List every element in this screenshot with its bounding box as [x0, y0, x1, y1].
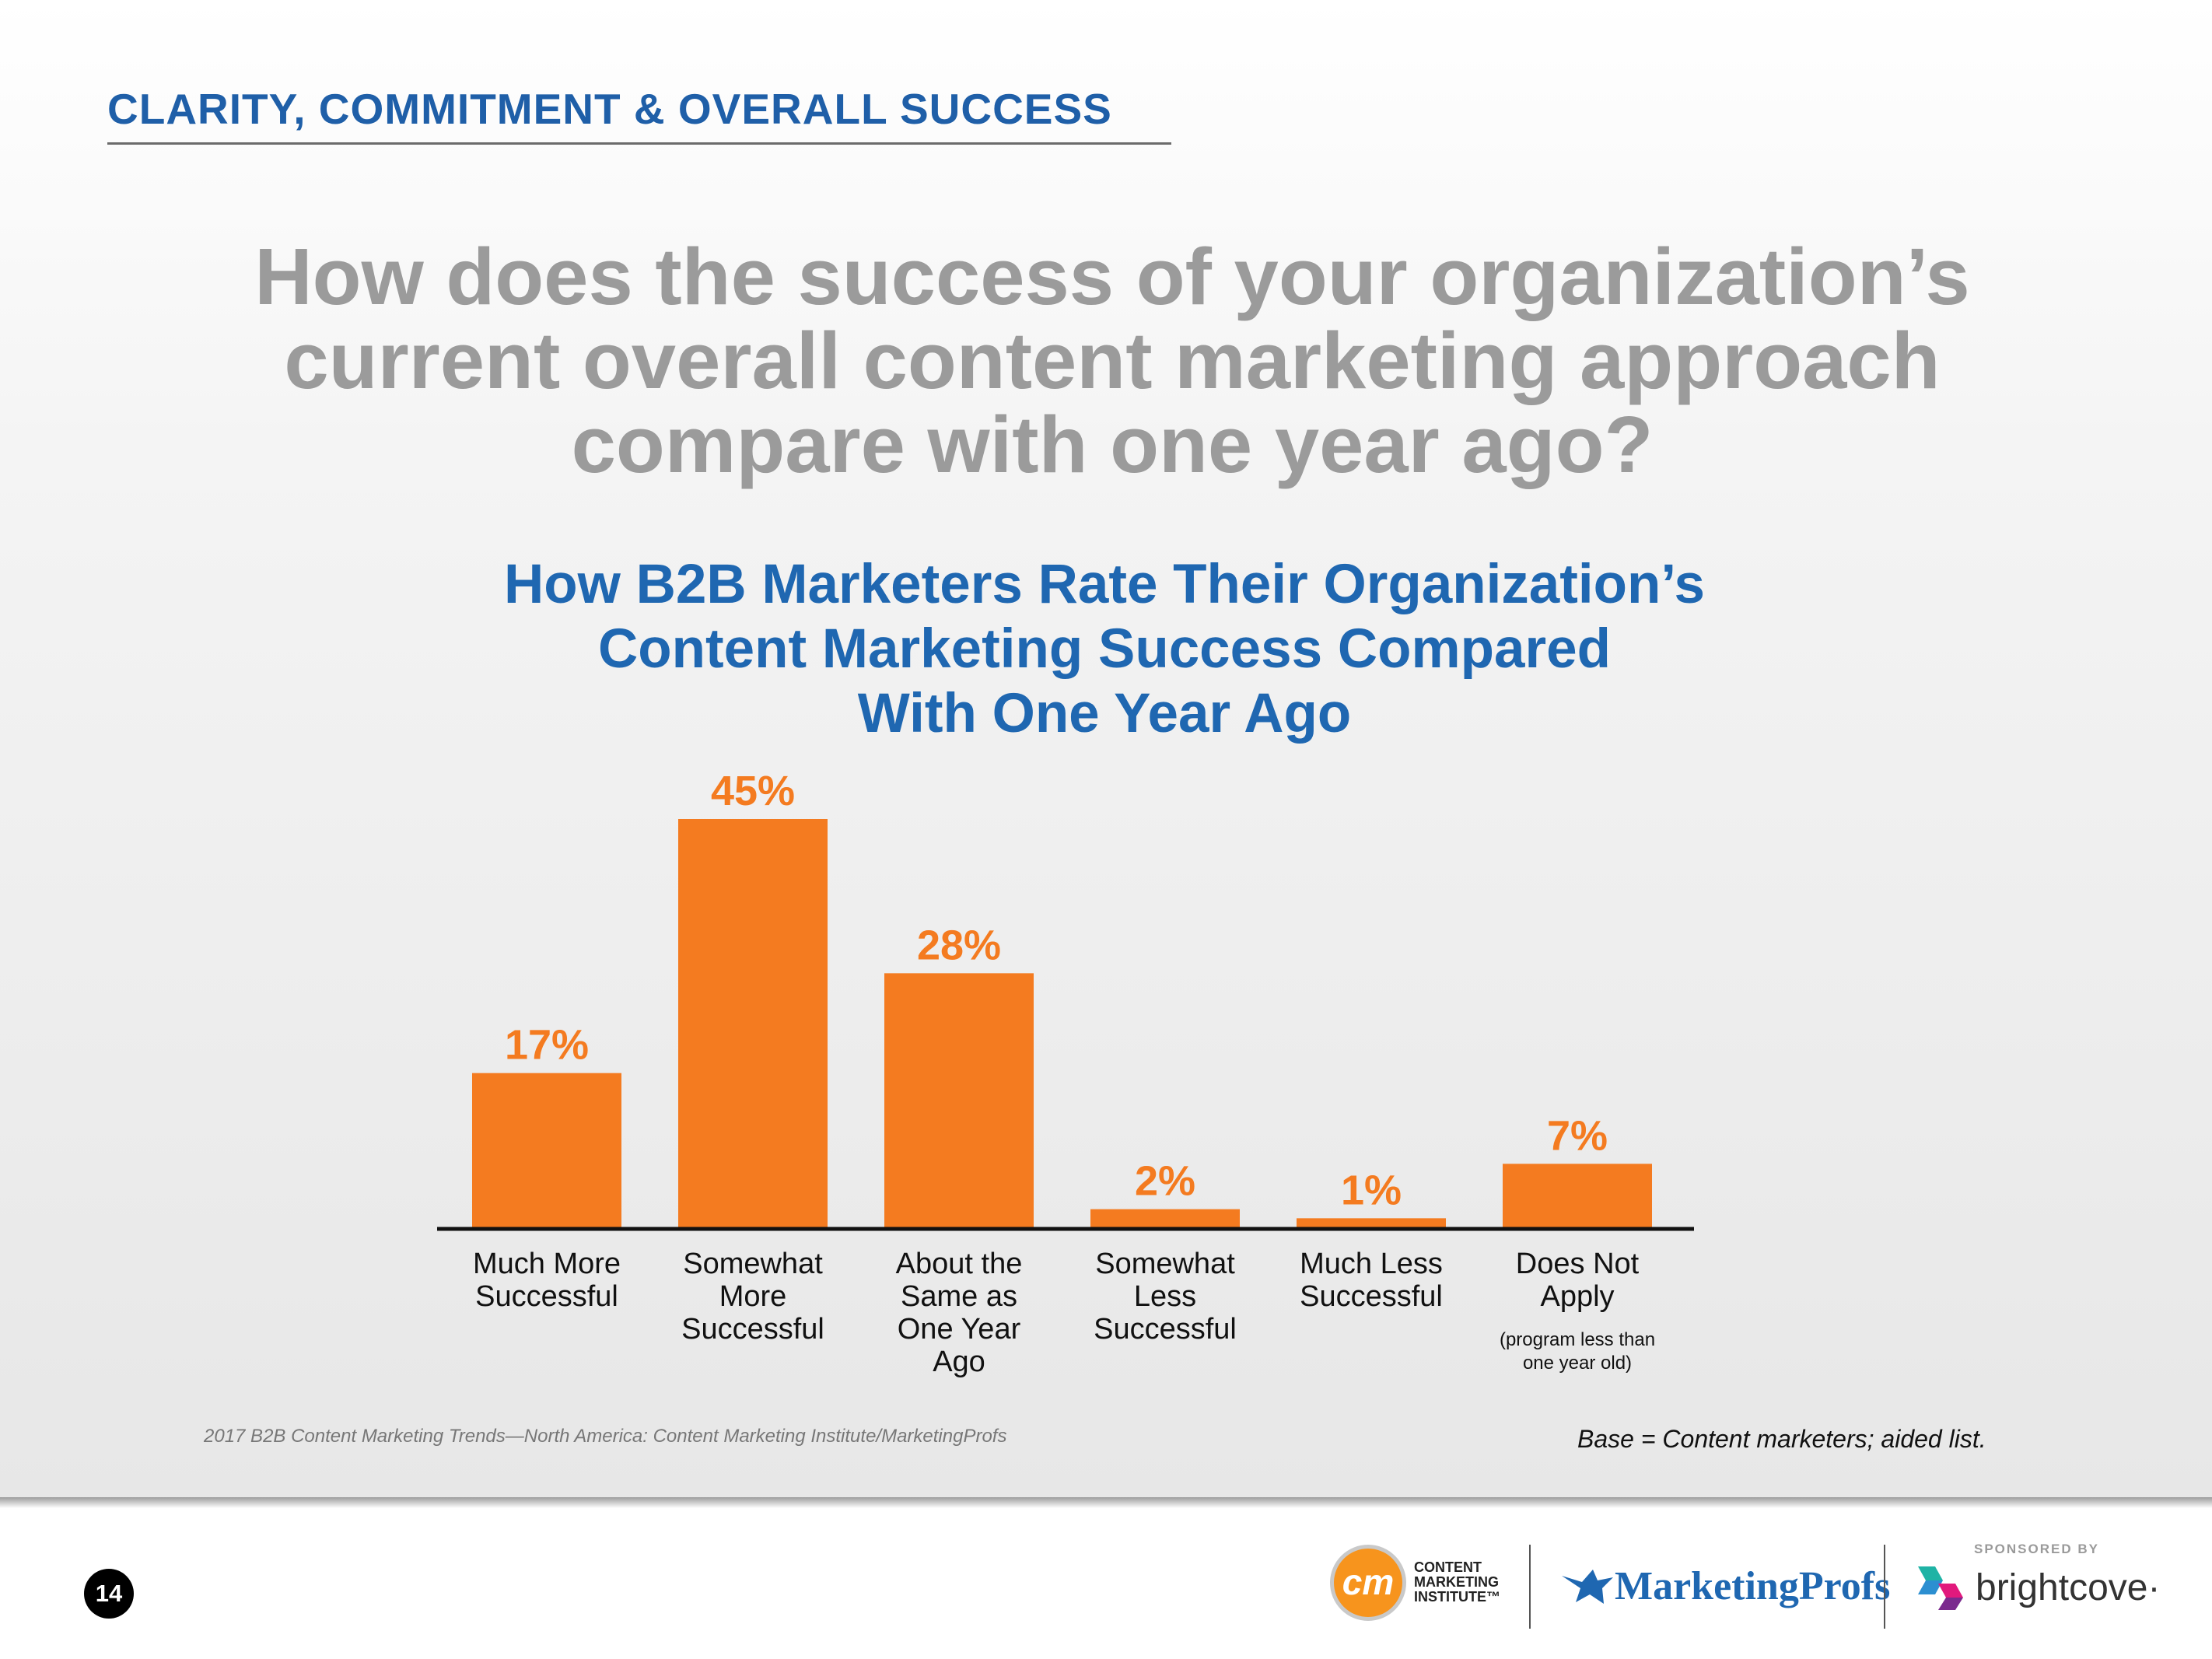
chart-title-line: Content Marketing Success Compared	[598, 618, 1611, 680]
section-title: CLARITY, COMMITMENT & OVERALL SUCCESS	[107, 85, 1112, 133]
category-label: About the	[896, 1248, 1023, 1280]
bar-value-label: 17%	[505, 1022, 589, 1069]
cmi-logo-line: MARKETING	[1414, 1574, 1499, 1590]
category-note: one year old)	[1523, 1353, 1632, 1374]
category-label: Successful	[1300, 1280, 1443, 1313]
sponsored-label: SPONSORED BY	[1974, 1542, 2099, 1556]
marketingprofs-logo: MarketingProfs	[1615, 1564, 1891, 1608]
chart-title-line: With One Year Ago	[857, 683, 1352, 744]
question-line: compare with one year ago?	[571, 400, 1654, 489]
category-label: Successful	[475, 1280, 618, 1313]
bar	[1090, 1209, 1240, 1227]
category-label: Does Not	[1516, 1248, 1640, 1280]
logo-divider	[1529, 1545, 1531, 1629]
chart-title-line: How B2B Marketers Rate Their Organizatio…	[504, 554, 1705, 615]
bar-value-label: 7%	[1547, 1112, 1608, 1159]
category-label: Much More	[473, 1248, 621, 1280]
category-note: (program less than	[1500, 1329, 1655, 1350]
bar-chart: 17%Much MoreSuccessful45%SomewhatMoreSuc…	[437, 768, 1694, 1378]
chart-title: How B2B Marketers Rate Their Organizatio…	[311, 552, 1898, 746]
bar	[1297, 1218, 1446, 1227]
category-label: Much Less	[1300, 1248, 1443, 1280]
bar-value-label: 45%	[711, 768, 795, 814]
category-label: Less	[1134, 1280, 1196, 1313]
bar	[678, 819, 828, 1227]
logo-divider	[1884, 1545, 1885, 1629]
base-note: Base = Content marketers; aided list.	[1577, 1425, 1986, 1453]
brightcove-dot: ·	[2147, 1567, 2161, 1608]
bar-value-label: 1%	[1341, 1167, 1402, 1213]
bar	[1503, 1164, 1652, 1227]
category-label: One Year	[898, 1313, 1021, 1346]
cmi-logo-mark: cm	[1330, 1545, 1406, 1621]
slide-background	[0, 0, 2212, 1497]
cmi-logo-line: CONTENT	[1414, 1559, 1482, 1575]
bar	[884, 973, 1034, 1227]
category-label: More	[719, 1280, 787, 1313]
category-label: Somewhat	[1095, 1248, 1235, 1280]
question-line: How does the success of your organizatio…	[254, 232, 1970, 321]
question-line: current overall content marketing approa…	[284, 316, 1941, 405]
bar-value-label: 28%	[917, 922, 1001, 968]
category-label: Ago	[933, 1346, 985, 1378]
category-label: Somewhat	[683, 1248, 823, 1280]
section-rule	[107, 142, 1171, 145]
brightcove-wordmark: brightcove	[1976, 1567, 2148, 1608]
category-label: Successful	[681, 1313, 824, 1346]
cmi-logo-line: INSTITUTE™	[1414, 1589, 1500, 1605]
brightcove-logo: brightcove·	[1976, 1566, 2160, 1609]
bird-icon	[1562, 1570, 1613, 1604]
brightcove-icon	[1918, 1566, 1963, 1610]
category-label: Same as	[901, 1280, 1017, 1313]
bar-value-label: 2%	[1135, 1158, 1195, 1205]
category-label: Apply	[1540, 1280, 1614, 1313]
page-number: 14	[84, 1569, 134, 1619]
slide-shadow	[0, 1497, 2212, 1508]
source-note: 2017 B2B Content Marketing Trends—North …	[204, 1426, 1007, 1447]
question-heading: How does the success of your organizatio…	[194, 235, 2030, 487]
category-label: Successful	[1094, 1313, 1237, 1346]
cmi-logo-text: CONTENT MARKETING INSTITUTE™	[1414, 1560, 1523, 1605]
bar	[472, 1073, 621, 1227]
